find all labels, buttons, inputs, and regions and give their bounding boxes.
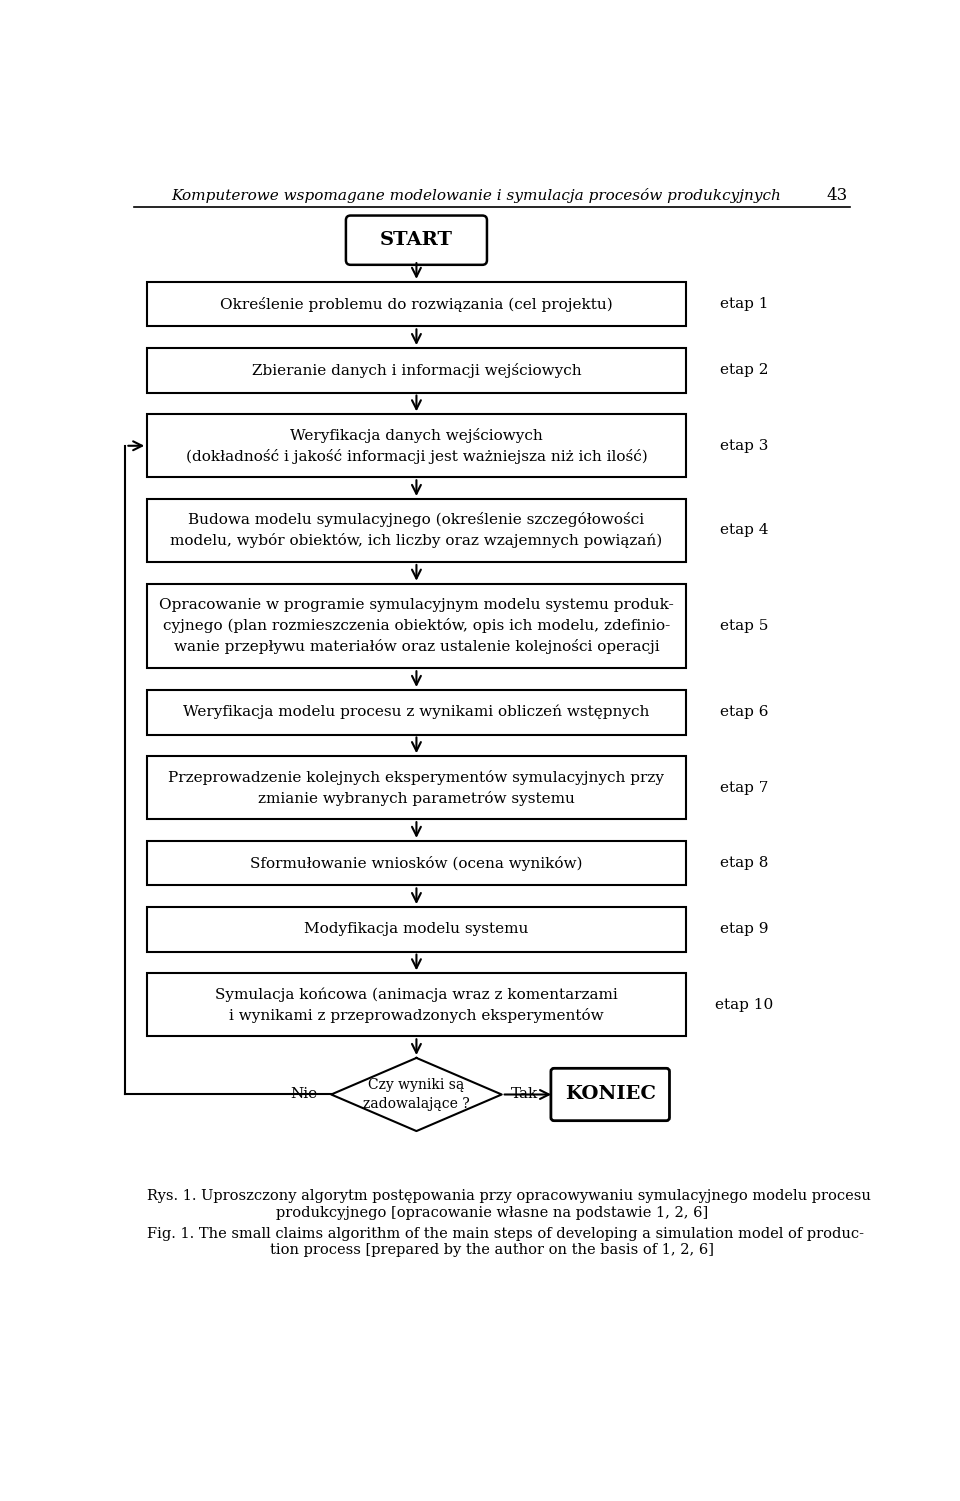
Text: Nie: Nie [290, 1088, 317, 1102]
Text: KONIEC: KONIEC [564, 1085, 656, 1103]
Text: Weryfikacja danych wejściowych
(dokładność i jakość informacji jest ważniejsza n: Weryfikacja danych wejściowych (dokładno… [185, 428, 647, 464]
Text: Opracowanie w programie symulacyjnym modelu systemu produk-
cyjnego (plan rozmie: Opracowanie w programie symulacyjnym mod… [159, 597, 674, 654]
Text: etap 2: etap 2 [720, 363, 768, 377]
Bar [147, 414, 685, 477]
Text: Symulacja końcowa (animacja wraz z komentarzami
i wynikami z przeprowadzonych ek: Symulacja końcowa (animacja wraz z komen… [215, 988, 618, 1022]
Bar [147, 907, 685, 952]
Text: etap 6: etap 6 [720, 705, 768, 719]
Text: etap 1: etap 1 [720, 297, 768, 311]
Text: Czy wyniki są
zadowalające ?: Czy wyniki są zadowalające ? [363, 1078, 469, 1111]
Text: Określenie problemu do rozwiązania (cel projektu): Określenie problemu do rozwiązania (cel … [220, 297, 612, 312]
Text: etap 7: etap 7 [720, 781, 768, 794]
FancyBboxPatch shape [551, 1069, 669, 1121]
Text: tion process [prepared by the author on the basis of 1, 2, 6]: tion process [prepared by the author on … [270, 1243, 714, 1258]
Text: etap 5: etap 5 [720, 618, 768, 633]
Text: etap 8: etap 8 [720, 856, 768, 871]
Text: Rys. 1. Uproszczony algorytm postępowania przy opracowywaniu symulacyjnego model: Rys. 1. Uproszczony algorytm postępowani… [147, 1189, 871, 1202]
Text: 43: 43 [827, 188, 848, 204]
Bar [147, 973, 685, 1036]
Bar [147, 348, 685, 393]
Text: Modyfikacja modelu systemu: Modyfikacja modelu systemu [304, 922, 529, 937]
Text: etap 4: etap 4 [720, 524, 768, 537]
Text: Weryfikacja modelu procesu z wynikami obliczeń wstępnych: Weryfikacja modelu procesu z wynikami ob… [183, 705, 650, 719]
Text: Zbieranie danych i informacji wejściowych: Zbieranie danych i informacji wejściowyc… [252, 363, 581, 378]
Text: START: START [380, 231, 453, 249]
Bar [147, 690, 685, 734]
Text: Sformułowanie wniosków (ocena wyników): Sformułowanie wniosków (ocena wyników) [251, 856, 583, 871]
Text: produkcyjnego [opracowanie własne na podstawie 1, 2, 6]: produkcyjnego [opracowanie własne na pod… [276, 1205, 708, 1220]
Text: Przeprowadzenie kolejnych eksperymentów symulacyjnych przy
zmianie wybranych par: Przeprowadzenie kolejnych eksperymentów … [168, 770, 664, 806]
Bar [147, 584, 685, 668]
Text: Budowa modelu symulacyjnego (określenie szczegółowości
modelu, wybór obiektów, i: Budowa modelu symulacyjnego (określenie … [170, 512, 662, 548]
Text: etap 9: etap 9 [720, 922, 768, 937]
Text: etap 10: etap 10 [715, 998, 773, 1012]
Text: Tak: Tak [511, 1088, 539, 1102]
Bar [147, 498, 685, 561]
Bar [147, 282, 685, 326]
Bar [147, 841, 685, 886]
Text: Komputerowe wspomagane modelowanie i symulacja procesów produkcyjnych: Komputerowe wspomagane modelowanie i sym… [172, 188, 781, 203]
Text: Fig. 1. The small claims algorithm of the main steps of developing a simulation : Fig. 1. The small claims algorithm of th… [147, 1226, 864, 1240]
Text: etap 3: etap 3 [720, 438, 768, 453]
Bar [147, 757, 685, 820]
FancyBboxPatch shape [346, 216, 487, 264]
